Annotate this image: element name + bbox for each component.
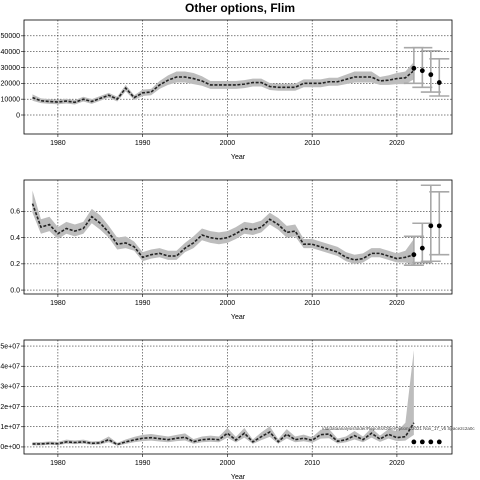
panel1-series-line xyxy=(32,70,415,104)
panel1-y-tick-label-3: 30000 xyxy=(1,65,21,72)
panel2-projection-errorbar-3 xyxy=(429,190,450,256)
panel3-frame xyxy=(23,339,453,455)
panel3-x-tick-label-1: 1990 xyxy=(135,460,151,467)
panel1-projection-point-0 xyxy=(411,65,417,71)
panel1-x-axis-title: Year xyxy=(231,154,246,161)
panel1-y-tick-label-1: 10000 xyxy=(1,96,21,103)
panel2-y-tick-label-1: 0.2 xyxy=(10,261,20,268)
panel3-x-tick-label-4: 2020 xyxy=(389,460,405,467)
figure-title: Other options, Flim xyxy=(185,1,295,15)
panel3-y-tick-label-3: 3e+07 xyxy=(0,384,20,391)
panel2-projection-point-0 xyxy=(411,252,417,258)
panel2-projection-point-2 xyxy=(428,223,434,229)
panel1-x-tick-label-3: 2010 xyxy=(304,140,320,147)
panel1-y-tick-label-0: 0 xyxy=(16,112,20,119)
panel1-projection-point-1 xyxy=(419,68,425,74)
panel3-x-tick-label-3: 2010 xyxy=(304,460,320,467)
panel1-x-tick-label-2: 2000 xyxy=(220,140,236,147)
panel-population: 1980 1990 2000 2010 2020 0 10000 20000 30000 4000… xyxy=(1,19,453,161)
panel1-projection-point-2 xyxy=(428,72,434,78)
panel2-x-tick-label-1: 1990 xyxy=(135,300,151,307)
panel3-y-tick-label-0: 0e+00 xyxy=(0,444,20,451)
panel2-projection-point-3 xyxy=(436,223,442,229)
panel2-projection-errorbar-0 xyxy=(403,235,424,266)
panel3-x-axis-title: Year xyxy=(231,474,246,480)
panel2-x-tick-label-2: 2000 xyxy=(220,300,236,307)
panel2-frame xyxy=(23,179,453,295)
panel3-projection-point-3 xyxy=(436,439,442,445)
panel1-projection-errorbar-2 xyxy=(420,50,441,93)
panel2-x-tick-label-0: 1980 xyxy=(50,300,66,307)
panel3-y-tick-label-5: 5e+07 xyxy=(0,343,20,350)
panel3-x-tick-label-0: 1980 xyxy=(50,460,66,467)
panel3-projection-point-0 xyxy=(411,439,417,445)
panel2-x-tick-label-4: 2020 xyxy=(389,300,405,307)
panel3-confidence-band xyxy=(32,350,414,446)
panel1-y-tick-label-2: 20000 xyxy=(1,81,21,88)
panel2-projection-errorbar-2 xyxy=(420,184,441,263)
panel2-projection-errorbar-1 xyxy=(412,222,433,264)
panel1-y-tick-label-5: 50000 xyxy=(1,33,21,40)
panel1-x-tick-label-1: 1990 xyxy=(135,140,151,147)
panel3-y-tick-label-1: 1e+07 xyxy=(0,424,20,431)
panel1-projection-errorbar-3 xyxy=(429,57,450,97)
panel3-projection-point-1 xyxy=(419,439,425,445)
file-path-annotation: /dd/dataanalysisfolder/Reports/OtherOpti… xyxy=(322,426,475,431)
panel1-x-tick-label-0: 1980 xyxy=(50,140,66,147)
panel2-y-tick-label-0: 0.0 xyxy=(10,287,20,294)
panel1-y-tick-label-4: 40000 xyxy=(1,49,21,56)
panel2-series-line xyxy=(31,203,415,261)
panel2-projection-point-1 xyxy=(419,245,425,251)
panel3-y-tick-label-4: 4e+07 xyxy=(0,364,20,371)
panel3-x-tick-label-2: 2000 xyxy=(220,460,236,467)
panel2-y-tick-label-2: 0.4 xyxy=(10,235,20,242)
panel2-x-tick-label-3: 2010 xyxy=(304,300,320,307)
panel1-confidence-band xyxy=(32,61,414,105)
panel2-confidence-band xyxy=(32,190,414,266)
panel1-projection-point-3 xyxy=(436,80,442,85)
panel1-frame xyxy=(23,19,453,135)
panel2-x-axis-title: Year xyxy=(231,314,246,321)
panel3-series-line xyxy=(32,422,415,446)
panel3-projection-point-2 xyxy=(428,439,434,445)
panel1-x-tick-label-4: 2020 xyxy=(389,140,405,147)
panel1-projection-errorbar-1 xyxy=(412,46,433,89)
panel-fishing-mortality: 1980 1990 2000 2010 2020 0.0 0.2 0.4 0.6 Year xyxy=(10,179,453,321)
panel2-y-tick-label-3: 0.6 xyxy=(10,209,20,216)
panel-catch: 1980 1990 2000 2010 2020 0e+00 1e+07 2e+07 3e+07… xyxy=(0,339,453,480)
panel3-y-tick-label-2: 2e+07 xyxy=(0,404,20,411)
